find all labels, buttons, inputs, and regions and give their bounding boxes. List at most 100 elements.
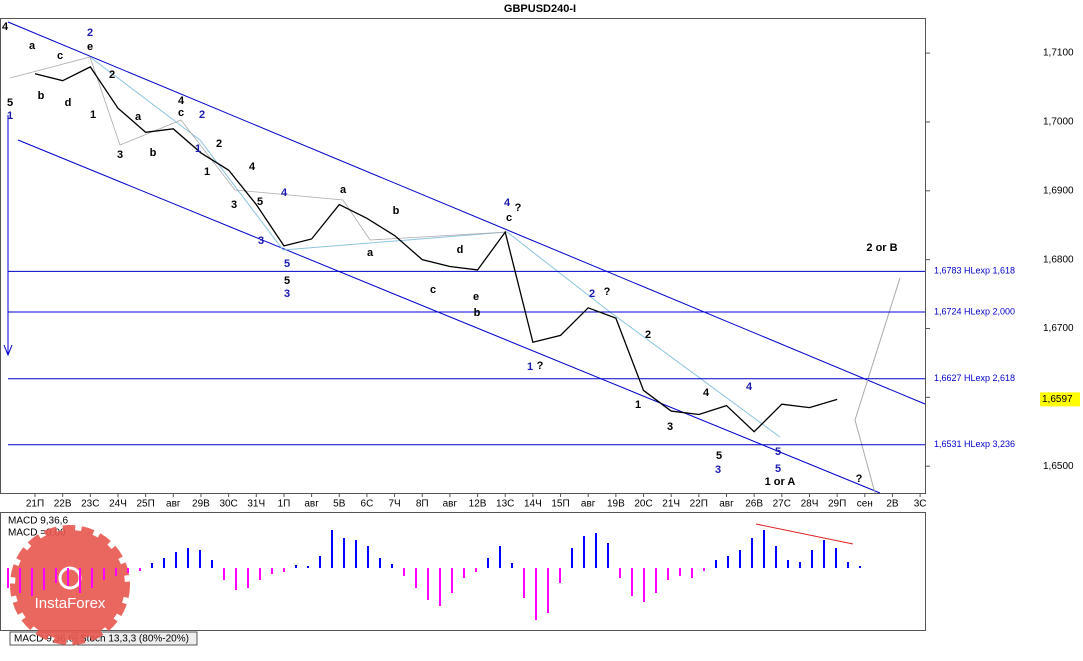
- wave-label: 2: [87, 27, 93, 39]
- level-label: 1,6531 HLexp 3,236: [934, 439, 1015, 449]
- x-tick-label: 15П: [551, 499, 569, 510]
- x-tick-label: авг: [166, 499, 181, 510]
- chart-title: GBPUSD240-I: [504, 3, 576, 15]
- x-tick-label: 1П: [278, 499, 291, 510]
- wave-label: 4: [504, 197, 511, 209]
- wave-label: 2: [216, 138, 222, 150]
- wave-label: e: [87, 41, 93, 53]
- wave-label: 1: [635, 399, 641, 411]
- wave-label: a: [367, 247, 374, 259]
- x-tick-label: 29В: [192, 499, 210, 510]
- wave-label: ?: [604, 286, 611, 298]
- wave-label: b: [393, 205, 400, 217]
- wave-label: 5: [775, 463, 781, 475]
- wave-label: d: [65, 97, 72, 109]
- macd-label: MACD 9,36,6: [8, 516, 68, 527]
- wave-label: 3: [258, 235, 264, 247]
- x-tick-label: 29П: [828, 499, 846, 510]
- wave-label: 4: [703, 387, 710, 399]
- wave-label: c: [178, 107, 184, 119]
- wave-label: ?: [515, 202, 522, 214]
- wave-label: 3: [284, 288, 290, 300]
- x-tick-label: 28Ч: [801, 499, 819, 510]
- x-tick-label: 13С: [496, 499, 514, 510]
- y-tick-label: 1,6800: [1043, 254, 1074, 265]
- wave-label: 2: [199, 109, 205, 121]
- wave-label: ?: [537, 360, 544, 372]
- wave-label: 3: [667, 421, 673, 433]
- wave-label: b: [38, 90, 45, 102]
- wave-label: e: [473, 291, 479, 303]
- y-tick-label: 1,6700: [1043, 323, 1074, 334]
- price-line: [34, 66, 838, 433]
- wave-label: a: [135, 111, 142, 123]
- y-tick-label: 1,6900: [1043, 185, 1074, 196]
- wave-label: 5: [775, 446, 781, 458]
- last-price-box: [1040, 392, 1080, 407]
- wave-label: a: [29, 40, 36, 52]
- level-label: 1,6724 HLexp 2,000: [934, 306, 1015, 316]
- wave-label: 3: [715, 464, 721, 476]
- watermark-logo: [10, 525, 130, 645]
- x-tick-label: авг: [581, 499, 596, 510]
- wave-line: [89, 56, 781, 438]
- x-tick-label: 23С: [81, 499, 99, 510]
- projection-line: [854, 277, 901, 494]
- wave-label: b: [150, 147, 157, 159]
- x-tick-label: 21П: [26, 499, 44, 510]
- macd-value: MACD =0,00: [8, 528, 66, 539]
- x-tick-label: 5В: [333, 499, 346, 510]
- wave-label: 1 or A: [765, 476, 796, 488]
- wave-label: 2: [109, 69, 115, 81]
- x-tick-label: 12В: [469, 499, 487, 510]
- wave-label: 3: [117, 149, 123, 161]
- x-tick-label: 30С: [219, 499, 237, 510]
- wave-label: 5: [716, 450, 722, 462]
- wave-label: ?: [856, 473, 863, 485]
- x-tick-label: 7Ч: [388, 499, 400, 510]
- wave-label: 1: [7, 110, 13, 122]
- wave-label: 1: [195, 143, 201, 155]
- watermark: InstaForex: [35, 595, 106, 612]
- x-tick-label: 6С: [361, 499, 374, 510]
- wave-label: 5: [7, 97, 13, 109]
- x-tick-label: авг: [719, 499, 734, 510]
- x-tick-label: 22П: [690, 499, 708, 510]
- wave-label: d: [457, 244, 464, 256]
- channel-lower: [17, 139, 881, 494]
- wave-label: 5: [257, 196, 263, 208]
- wave-label: 4: [2, 21, 9, 33]
- x-tick-label: 3С: [914, 499, 927, 510]
- level-label: 1,6783 HLexp 1,618: [934, 266, 1015, 276]
- tab-label[interactable]: Stoch 13,3,3 (80%-20%): [80, 634, 189, 645]
- wave-label: 1: [204, 166, 210, 178]
- x-tick-label: 26В: [745, 499, 763, 510]
- x-tick-label: сен: [857, 499, 873, 510]
- x-tick-label: 31Ч: [247, 499, 265, 510]
- x-tick-label: 25П: [136, 499, 154, 510]
- wave-line: [9, 56, 508, 241]
- wave-label: c: [506, 212, 512, 224]
- wave-label: c: [57, 50, 63, 62]
- divergence-line: [755, 523, 854, 545]
- x-tick-label: 21Ч: [662, 499, 680, 510]
- x-tick-label: 14Ч: [524, 499, 542, 510]
- channel-upper: [7, 21, 926, 405]
- wave-label: 1: [527, 361, 533, 373]
- x-tick-label: 27С: [773, 499, 791, 510]
- y-tick-label: 1,7000: [1043, 117, 1074, 128]
- macd-panel: [0, 512, 926, 631]
- wave-label: 3: [231, 199, 237, 211]
- last-price-label: 1,6597: [1042, 394, 1073, 405]
- wave-label: c: [430, 284, 436, 296]
- wave-label: b: [474, 307, 481, 319]
- wave-label: 5: [284, 275, 290, 287]
- x-tick-label: 2В: [886, 499, 899, 510]
- price-panel: [0, 18, 926, 494]
- wave-label: 4: [281, 187, 288, 199]
- x-tick-label: 22В: [54, 499, 72, 510]
- x-tick-label: авг: [443, 499, 458, 510]
- wave-label: 4: [178, 95, 185, 107]
